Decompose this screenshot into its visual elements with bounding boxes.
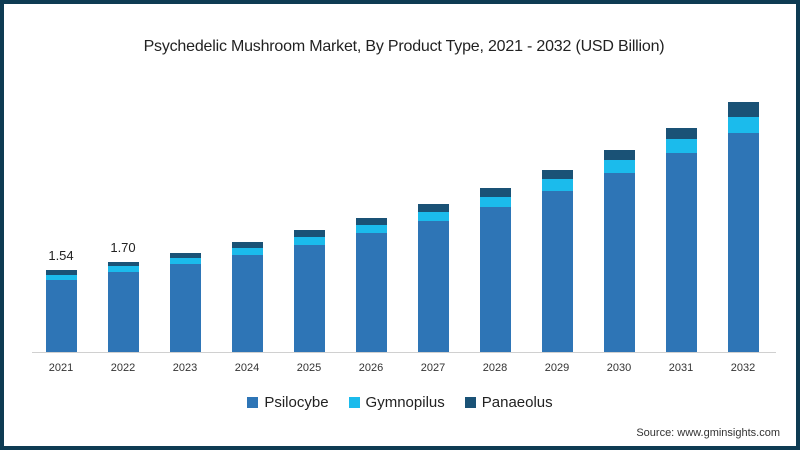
legend-item-gymnopilus: Gymnopilus [348, 394, 445, 411]
bar-segment-panaeolus [603, 149, 635, 160]
bar-segment-panaeolus [355, 217, 387, 225]
bar-segment-panaeolus [293, 230, 325, 237]
bar-segment-psilocybe [293, 244, 325, 352]
x-axis-labels: 2021 2022 2023 2024 2025 2026 2027 2028 2029 2030… [32, 362, 776, 378]
bar-segment-panaeolus [665, 128, 697, 139]
bar-2028 [479, 188, 511, 352]
legend-label: Panaeolus [481, 394, 553, 411]
bar-segment-gymnopilus [479, 196, 511, 208]
bar-segment-panaeolus [169, 252, 201, 258]
data-label-2022: 1.70 [110, 239, 136, 255]
bar-segment-gymnopilus [727, 117, 759, 133]
source-note: Source: www.gminsights.com [636, 427, 780, 439]
legend-item-psilocybe: Psilocybe [247, 394, 329, 411]
bar-2023 [169, 252, 201, 352]
bar-segment-panaeolus [231, 242, 263, 249]
bar-segment-gymnopilus [603, 159, 635, 173]
plot-area: 1.54 1.70 [32, 80, 776, 352]
bar-2030 [603, 149, 635, 352]
bar-segment-psilocybe [665, 153, 697, 352]
legend-swatch-icon [247, 397, 259, 408]
legend-label: Gymnopilus [365, 394, 445, 411]
bar-segment-psilocybe [45, 280, 77, 352]
bar-segment-psilocybe [107, 272, 139, 352]
x-tick-2029: 2029 [544, 362, 570, 374]
bar-2032 [727, 101, 759, 352]
legend-label: Psilocybe [264, 394, 329, 411]
bar-segment-gymnopilus [45, 274, 77, 281]
bar-segment-gymnopilus [293, 236, 325, 245]
x-tick-2031: 2031 [668, 362, 694, 374]
legend-item-panaeolus: Panaeolus [464, 394, 553, 411]
x-tick-2028: 2028 [482, 362, 508, 374]
bar-segment-panaeolus [45, 270, 77, 275]
bar-segment-psilocybe [169, 264, 201, 352]
bar-2025 [293, 230, 325, 352]
x-tick-2027: 2027 [420, 362, 446, 374]
bar-segment-psilocybe [603, 172, 635, 352]
x-tick-2023: 2023 [172, 362, 198, 374]
bar-segment-panaeolus [541, 170, 573, 180]
bar-2022 [107, 261, 139, 352]
bar-2029 [541, 170, 573, 352]
bar-segment-gymnopilus [665, 138, 697, 154]
bar-segment-gymnopilus [541, 179, 573, 191]
bar-segment-gymnopilus [169, 257, 201, 265]
bar-segment-psilocybe [727, 132, 759, 352]
bar-segment-psilocybe [479, 207, 511, 352]
x-tick-2021: 2021 [48, 362, 74, 374]
legend-swatch-icon [348, 397, 360, 408]
bar-segment-psilocybe [541, 190, 573, 352]
bar-segment-gymnopilus [107, 266, 139, 273]
bar-segment-psilocybe [417, 221, 449, 352]
x-tick-2026: 2026 [358, 362, 384, 374]
bar-segment-gymnopilus [355, 224, 387, 234]
bar-segment-panaeolus [479, 188, 511, 197]
bar-2031 [665, 128, 697, 352]
bar-segment-panaeolus [107, 261, 139, 267]
bar-segment-panaeolus [727, 101, 759, 118]
chart-title: Psychedelic Mushroom Market, By Product … [143, 38, 665, 55]
legend-swatch-icon [464, 397, 476, 408]
bar-2024 [231, 242, 263, 352]
bar-segment-psilocybe [231, 255, 263, 352]
x-tick-2032: 2032 [730, 362, 756, 374]
bar-2021 [45, 270, 77, 352]
bar-segment-gymnopilus [417, 211, 449, 222]
x-tick-2025: 2025 [296, 362, 322, 374]
bar-2027 [417, 204, 449, 352]
bar-segment-gymnopilus [231, 248, 263, 256]
bar-segment-panaeolus [417, 204, 449, 212]
x-tick-2022: 2022 [110, 362, 136, 374]
x-tick-2024: 2024 [234, 362, 260, 374]
x-axis-line [32, 352, 776, 353]
legend: Psilocybe Gymnopilus Panaeolus [0, 394, 800, 411]
bar-segment-psilocybe [355, 233, 387, 352]
x-tick-2030: 2030 [606, 362, 632, 374]
bar-2026 [355, 217, 387, 352]
data-label-2021: 1.54 [48, 248, 74, 264]
